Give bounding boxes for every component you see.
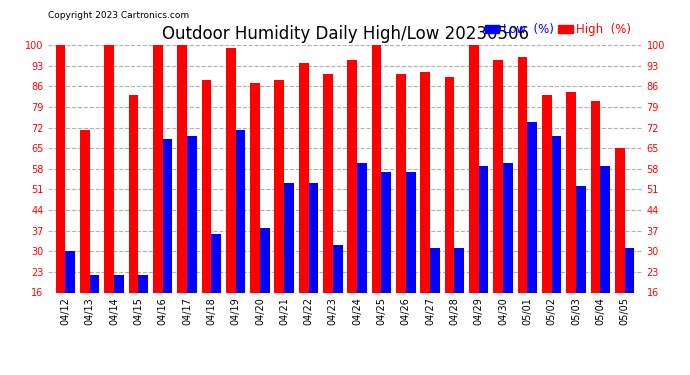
Bar	[66, 251, 75, 340]
Bar	[348, 60, 357, 340]
Bar	[527, 122, 537, 340]
Bar	[493, 60, 503, 340]
Bar	[479, 166, 489, 340]
Bar	[624, 248, 634, 340]
Bar	[591, 101, 600, 340]
Bar	[235, 130, 245, 340]
Bar	[382, 172, 391, 340]
Bar	[455, 248, 464, 340]
Bar	[138, 275, 148, 340]
Bar	[357, 163, 367, 340]
Bar	[90, 275, 99, 340]
Bar	[284, 183, 294, 340]
Bar	[153, 45, 163, 340]
Bar	[333, 245, 342, 340]
Bar	[566, 92, 576, 340]
Bar	[372, 45, 382, 340]
Bar	[299, 63, 308, 340]
Bar	[80, 130, 90, 340]
Bar	[542, 95, 552, 340]
Bar	[201, 80, 211, 340]
Bar	[552, 136, 562, 340]
Bar	[420, 72, 430, 340]
Bar	[226, 48, 235, 340]
Bar	[114, 275, 124, 340]
Bar	[177, 45, 187, 340]
Bar	[211, 234, 221, 340]
Bar	[104, 45, 114, 340]
Bar	[275, 80, 284, 340]
Bar	[163, 139, 172, 340]
Bar	[430, 248, 440, 340]
Bar	[576, 186, 586, 340]
Bar	[308, 183, 318, 340]
Bar	[518, 57, 527, 340]
Title: Outdoor Humidity Daily High/Low 20230506: Outdoor Humidity Daily High/Low 20230506	[161, 26, 529, 44]
Bar	[445, 77, 455, 340]
Bar	[503, 163, 513, 340]
Bar	[260, 228, 270, 340]
Bar	[600, 166, 610, 340]
Bar	[406, 172, 415, 340]
Legend: Low  (%), High  (%): Low (%), High (%)	[480, 19, 635, 41]
Bar	[250, 83, 260, 340]
Bar	[469, 45, 479, 340]
Bar	[615, 148, 624, 340]
Bar	[56, 45, 66, 340]
Text: Copyright 2023 Cartronics.com: Copyright 2023 Cartronics.com	[48, 11, 190, 20]
Bar	[187, 136, 197, 340]
Bar	[396, 75, 406, 340]
Bar	[128, 95, 138, 340]
Bar	[323, 75, 333, 340]
